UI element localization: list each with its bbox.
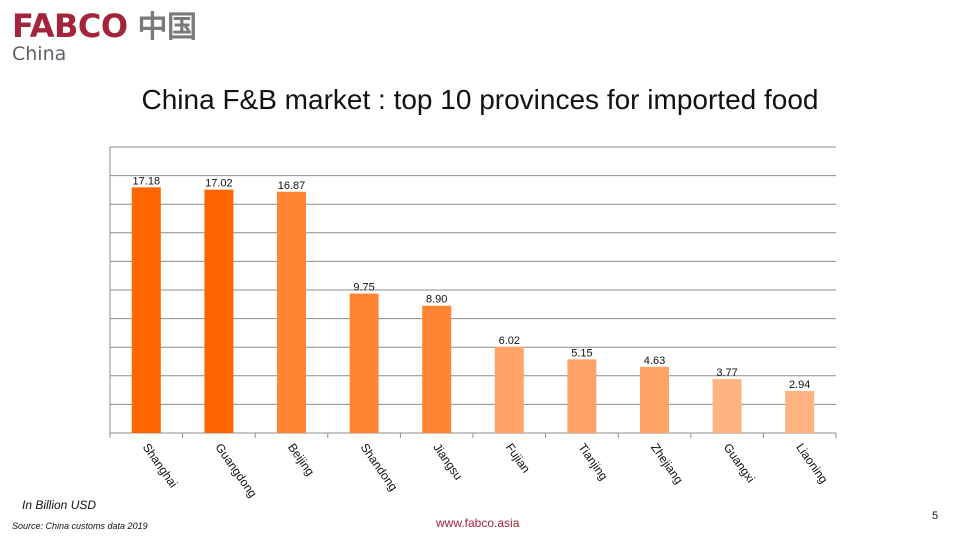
logo-subtitle: China	[12, 43, 67, 65]
company-logo: FABCO 中国 China	[12, 8, 197, 64]
data-label: 2.94	[789, 379, 810, 391]
data-label: 4.63	[644, 355, 665, 367]
bar	[349, 293, 379, 433]
data-label: 3.77	[716, 367, 737, 379]
logo-wordmark: FABCO 中国	[12, 8, 197, 46]
x-tick-label: Liaoning	[793, 441, 830, 486]
logo-brand: FABCO	[12, 7, 128, 45]
x-tick-label: Beijing	[285, 441, 317, 479]
x-tick-label: Shandong	[358, 441, 401, 494]
bar	[494, 346, 524, 433]
x-tick-label: Fujian	[503, 441, 533, 476]
bar	[785, 390, 815, 433]
x-tick-label: Shanghai	[140, 441, 181, 491]
page-number: 5	[932, 510, 939, 522]
x-tick-label: Guangxi	[721, 441, 758, 486]
data-label: 9.75	[353, 282, 374, 294]
logo-chinese: 中国	[137, 10, 198, 45]
footer-url[interactable]: www.fabco.asia	[436, 516, 520, 530]
bar	[640, 366, 669, 433]
x-tick-label: Jiangsu	[430, 441, 465, 483]
data-label: 16.87	[278, 180, 306, 192]
bar	[204, 189, 234, 433]
data-label: 8.90	[426, 294, 447, 306]
unit-note: In Billion USD	[22, 498, 97, 512]
source-note: Source: China customs data 2019	[12, 521, 148, 531]
data-label: 17.18	[133, 175, 161, 187]
data-label: 5.15	[571, 347, 592, 359]
slide-title: China F&B market : top 10 provinces for …	[141, 84, 819, 115]
x-tick-label: Tianjing	[575, 441, 610, 483]
x-tick-label: Zhejiang	[648, 441, 686, 487]
data-label: 6.02	[499, 335, 520, 347]
bar	[567, 359, 597, 433]
bar	[277, 191, 306, 433]
data-label: 17.02	[205, 178, 233, 190]
x-tick-label: Guangdong	[212, 441, 259, 500]
bar	[712, 379, 742, 433]
bar	[131, 187, 161, 433]
bar	[422, 305, 452, 433]
